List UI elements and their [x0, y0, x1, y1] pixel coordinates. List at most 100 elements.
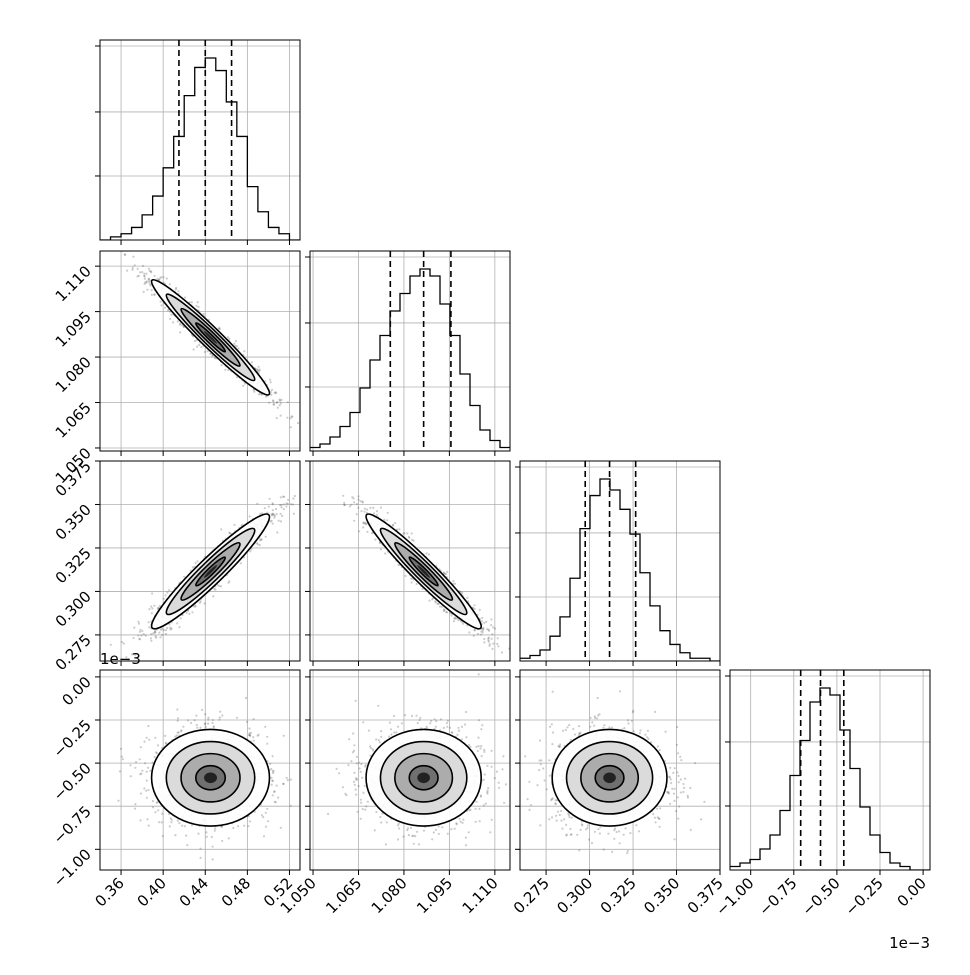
pair-1-3-point: [271, 520, 273, 522]
pair-1-4-point: [206, 836, 208, 838]
pair-1-2-point: [287, 401, 289, 403]
pair-1-2-point: [272, 400, 274, 402]
pair-1-3-ytick-label: 0.350: [52, 501, 95, 544]
pair-1-3-point: [272, 513, 274, 515]
hist-3-step: [520, 479, 720, 661]
pair-1-4-point: [154, 756, 156, 758]
hist-3-bar: [570, 578, 580, 661]
hist-2-bar: [430, 276, 440, 451]
hist-1-bar: [121, 234, 132, 240]
hist-1-bar: [153, 196, 164, 240]
pair-1-3-point: [191, 611, 193, 613]
pair-1-3-point: [293, 513, 295, 515]
pair-1-4-point: [143, 787, 145, 789]
pair-1-2-point: [228, 338, 230, 340]
pair-1-2-point: [149, 283, 151, 285]
pair-1-3-point: [192, 566, 194, 568]
pair-1-3-point: [268, 506, 270, 508]
pair-1-2-point: [194, 340, 196, 342]
pair-1-2-point: [141, 271, 143, 273]
pair-1-2-point: [243, 350, 245, 352]
pair-1-3-point: [272, 523, 274, 525]
pair-1-3-point: [150, 640, 152, 642]
pair-2-3-point: [406, 532, 408, 534]
pair-1-4-point: [139, 758, 141, 760]
pair-1-3-point: [195, 562, 197, 564]
pair-1-2-point: [139, 271, 141, 273]
pair-1-2-point: [258, 370, 260, 372]
pair-2-3-point: [491, 638, 493, 640]
pair-1-2-point: [146, 289, 148, 291]
pair-2-3-point: [488, 645, 490, 647]
pair-1-3-point: [197, 560, 199, 562]
pair-1-4-point: [161, 813, 163, 815]
pair-1-3-point: [166, 627, 168, 629]
hist-4-bar: [770, 835, 780, 870]
pair-2-3-point: [445, 611, 447, 613]
hist-2-bar: [390, 311, 400, 451]
hist-3-bar: [650, 606, 660, 661]
pair-1-3-point: [256, 503, 258, 505]
pair-2-3-point: [437, 603, 439, 605]
hist-3-bar: [610, 490, 620, 661]
pair-1-3-point: [283, 503, 285, 505]
pair-1-3-point: [158, 632, 160, 634]
hist-4-xtick-label: −0.25: [842, 874, 887, 919]
pair-1-2-point: [162, 276, 164, 278]
pair-2-3-point: [369, 507, 371, 509]
hist-1-bar: [237, 136, 248, 240]
hist-4-bar: [790, 776, 800, 871]
hist-3-bar: [680, 653, 690, 661]
pair-1-3-point: [276, 513, 278, 515]
pair-1-2-point: [237, 347, 239, 349]
pair-1-4-point: [146, 797, 148, 799]
pair-1-3-point: [212, 595, 214, 597]
hist-1-bar: [268, 227, 279, 240]
pair-1-4-point: [170, 821, 172, 823]
pair-1-3-point: [165, 633, 167, 635]
hist-4-xtick-label: −0.75: [755, 874, 800, 919]
pair-2-3-point: [481, 620, 483, 622]
pair-2-3-content: [342, 495, 548, 698]
pair-2-3-point: [343, 502, 345, 504]
pair-1-3-point: [292, 498, 294, 500]
hist-3-bar: [620, 509, 630, 661]
pair-1-2-point: [177, 290, 179, 292]
hist-3-bar: [670, 644, 680, 661]
pair-1-4-point: [147, 725, 149, 727]
hist-2-step: [310, 269, 510, 448]
pair-2-3-point: [411, 539, 413, 541]
hist-1-bar: [216, 71, 227, 240]
pair-1-2-point: [184, 296, 186, 298]
pair-1-4-point: [194, 719, 196, 721]
pair-2-3-point: [453, 620, 455, 622]
pair-1-2-point: [224, 369, 226, 371]
pair-2-3-point: [366, 509, 368, 511]
pair-1-3-point: [186, 612, 188, 614]
hist-2-bar: [320, 444, 330, 451]
hist-2-bar: [420, 269, 430, 451]
pair-1-3-point: [138, 638, 140, 640]
pair-1-2-point: [253, 391, 255, 393]
pair-2-3-point: [343, 504, 345, 506]
pair-1-3-point: [151, 592, 153, 594]
hist-1-bar: [279, 234, 290, 240]
pair-2-3-point: [466, 597, 468, 599]
pair-1-4-point: [144, 762, 146, 764]
pair-1-4-point: [177, 820, 179, 822]
pair-1-2-point: [145, 273, 147, 275]
pair-2-3-point: [446, 571, 448, 573]
pair-1-4-point: [264, 726, 266, 728]
pair-2-3-point: [359, 500, 361, 502]
pair-1-3-point: [151, 607, 153, 609]
pair-1-3-point: [112, 674, 114, 676]
pair-1-2-point: [297, 422, 299, 424]
pair-2-3-point: [386, 519, 388, 521]
pair-1-2-ytick-label: 1.110: [52, 262, 95, 305]
pair-1-3-point: [165, 629, 167, 631]
pair-1-4-point: [219, 711, 221, 713]
pair-1-4-point: [177, 732, 179, 734]
pair-1-3-point: [141, 630, 143, 632]
